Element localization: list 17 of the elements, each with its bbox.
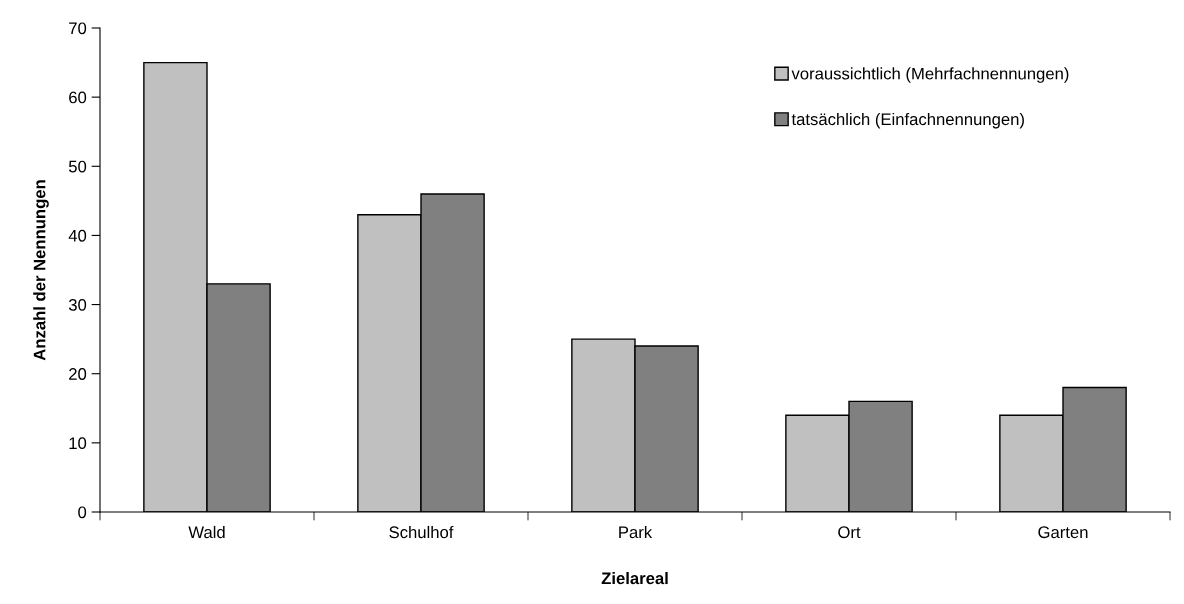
- y-tick-label: 20: [69, 368, 87, 380]
- y-tick-label: 50: [68, 160, 87, 173]
- y-tick-label: 10: [69, 437, 87, 450]
- y-tick-label: 40: [68, 229, 87, 242]
- legend-label: voraussichtlich (Mehrfachnennungen): [791, 67, 1069, 83]
- x-tick-label: Park: [619, 525, 653, 539]
- x-tick-label: Ort: [838, 526, 861, 539]
- x-tick-label: Schulhof: [389, 525, 454, 539]
- y-axis-title: Anzahl der Nennungen: [33, 180, 49, 361]
- y-tick-label: 30: [68, 298, 87, 311]
- x-tick-label: Wald: [188, 525, 225, 539]
- x-axis-title: Zielareal: [601, 571, 668, 585]
- y-tick-label: 70: [69, 22, 87, 35]
- y-tick-label: 60: [69, 91, 87, 104]
- x-tick-label: Garten: [1038, 526, 1088, 539]
- legend-label: tatsächlich (Einfachnennungen): [791, 112, 1024, 129]
- y-tick-label: 0: [78, 506, 87, 519]
